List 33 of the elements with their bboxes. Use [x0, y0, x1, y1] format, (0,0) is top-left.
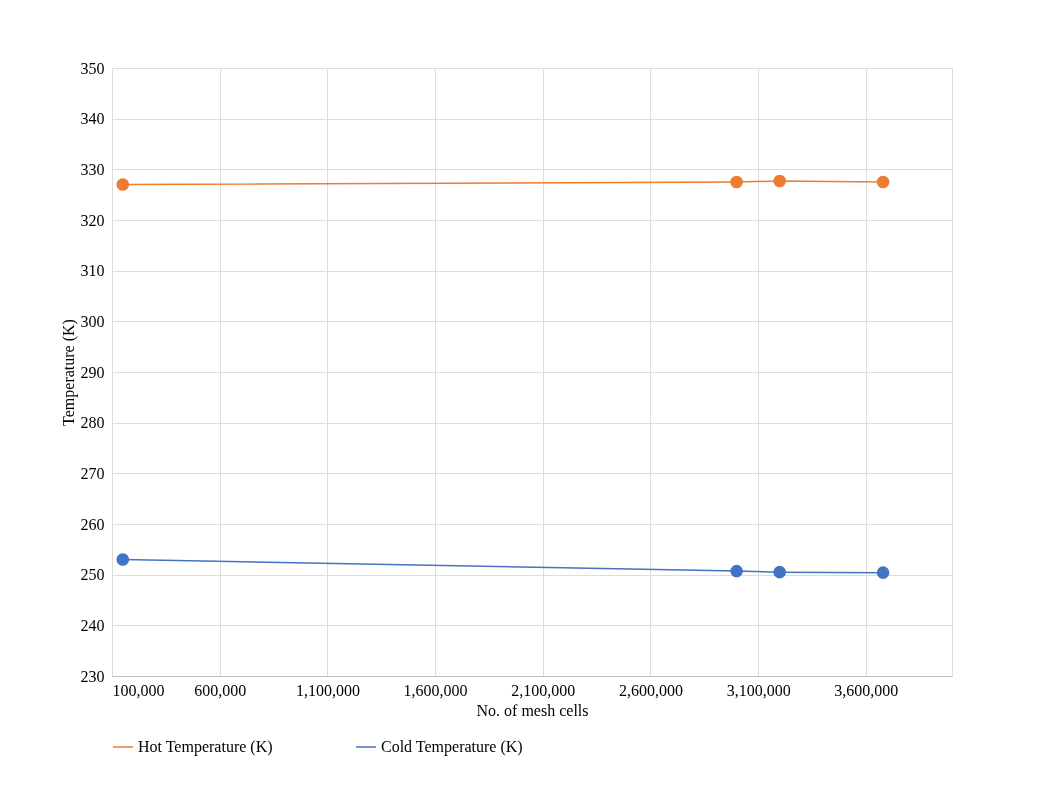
x-tick-label: 600,000	[194, 681, 247, 699]
point	[730, 564, 743, 578]
y-tick-label: 250	[80, 566, 105, 584]
x-tick-label: 100,000	[112, 681, 165, 699]
y-tick-label: 260	[80, 515, 105, 533]
legend-label: Cold Temperature (K)	[381, 738, 523, 756]
legend-label: Hot Temperature (K)	[138, 738, 273, 756]
y-tick-label: 340	[80, 110, 105, 128]
y-tick-label: 320	[80, 211, 105, 229]
point	[876, 175, 890, 189]
y-tick-label: 300	[80, 312, 105, 330]
x-tick-label: 3,100,000	[726, 681, 791, 699]
y-axis-title: Temperature (K)	[59, 319, 78, 426]
point	[116, 178, 130, 191]
x-tick-label: 1,100,000	[295, 681, 360, 699]
x-axis-title: No. of mesh cells	[476, 701, 589, 719]
y-tick-label: 290	[80, 363, 105, 381]
point	[730, 175, 743, 189]
y-tick-label: 350	[80, 59, 105, 77]
y-tick-label: 310	[80, 262, 105, 280]
point	[116, 553, 130, 566]
y-tick-label: 330	[80, 160, 105, 178]
point	[773, 565, 787, 579]
point	[773, 174, 787, 188]
y-tick-label: 280	[80, 414, 105, 432]
x-tick-label: 2,100,000	[511, 681, 576, 699]
x-tick-label: 2,600,000	[618, 681, 683, 699]
x-tick-label: 3,600,000	[834, 681, 899, 699]
y-tick-label: 240	[80, 616, 105, 634]
point	[876, 566, 890, 579]
y-tick-label: 230	[80, 667, 105, 685]
x-tick-label: 1,600,000	[403, 681, 468, 699]
y-tick-label: 270	[80, 464, 105, 482]
